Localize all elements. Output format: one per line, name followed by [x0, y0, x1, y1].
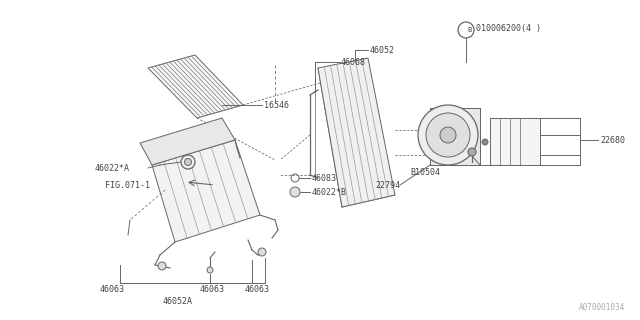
Text: A070001034: A070001034 — [579, 303, 625, 313]
Circle shape — [184, 158, 191, 165]
Text: 46022*A: 46022*A — [95, 164, 130, 172]
Text: 46022*B: 46022*B — [312, 188, 347, 196]
Text: B: B — [467, 27, 471, 33]
Polygon shape — [152, 140, 260, 242]
Polygon shape — [430, 108, 480, 165]
Circle shape — [181, 155, 195, 169]
Polygon shape — [148, 55, 243, 118]
Polygon shape — [318, 58, 395, 207]
Text: 46083: 46083 — [312, 173, 337, 182]
Text: 46063: 46063 — [100, 285, 125, 294]
Circle shape — [207, 267, 213, 273]
Text: 46052A: 46052A — [163, 298, 193, 307]
Polygon shape — [490, 118, 540, 165]
Text: FIG.071-1: FIG.071-1 — [105, 180, 150, 189]
Text: 010006200(4 ): 010006200(4 ) — [476, 23, 541, 33]
Circle shape — [482, 139, 488, 145]
Polygon shape — [140, 118, 235, 165]
Text: 46063: 46063 — [245, 285, 270, 294]
Text: 22680: 22680 — [600, 135, 625, 145]
Text: B10504: B10504 — [410, 167, 440, 177]
Text: 46063: 46063 — [200, 285, 225, 294]
Circle shape — [158, 262, 166, 270]
Circle shape — [290, 187, 300, 197]
Circle shape — [468, 148, 476, 156]
Text: 46068: 46068 — [341, 58, 366, 67]
Text: 46052: 46052 — [370, 45, 395, 54]
Circle shape — [440, 127, 456, 143]
Text: 16546: 16546 — [264, 100, 289, 109]
Circle shape — [426, 113, 470, 157]
Circle shape — [418, 105, 478, 165]
Circle shape — [258, 248, 266, 256]
Text: 22794: 22794 — [375, 180, 400, 189]
